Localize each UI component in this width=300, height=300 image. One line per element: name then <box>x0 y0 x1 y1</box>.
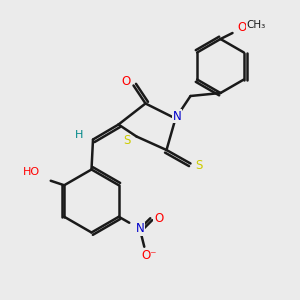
Text: O: O <box>238 21 247 34</box>
Text: O: O <box>154 212 163 225</box>
Text: CH₃: CH₃ <box>247 20 266 31</box>
Text: N: N <box>135 222 144 235</box>
Text: O: O <box>122 75 130 88</box>
Text: N: N <box>172 110 182 123</box>
Text: H: H <box>75 130 84 140</box>
Text: O⁻: O⁻ <box>141 249 157 262</box>
Text: HO: HO <box>23 167 40 177</box>
Text: S: S <box>123 134 130 148</box>
Text: S: S <box>195 159 203 172</box>
